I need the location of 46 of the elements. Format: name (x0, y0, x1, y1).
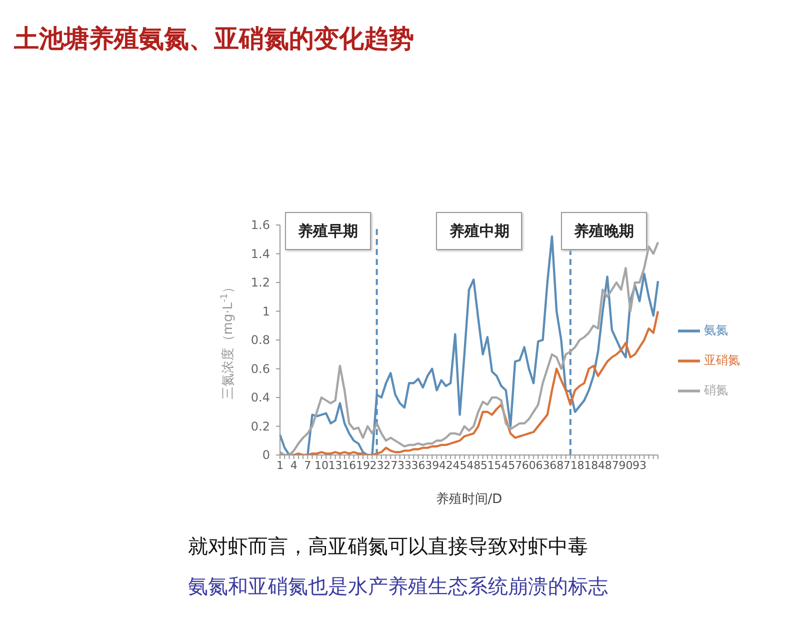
text: 氨氮和亚硝氮也是水产养殖生态系统崩溃的标志 (188, 573, 608, 600)
y-tick-label: 1.2 (250, 276, 270, 290)
y-tick-label: 0.8 (250, 333, 270, 347)
x-tick-label: 13 (328, 458, 342, 472)
x-tick-label: 39 (425, 458, 440, 472)
x-tick-label: 27 (384, 458, 398, 472)
x-tick-label: 54 (494, 458, 508, 472)
annotation: 养殖中期 (436, 212, 522, 250)
x-tick-label: 84 (591, 458, 606, 472)
x-tick-label: 60 (522, 458, 536, 472)
x-tick-label: 87 (604, 458, 619, 472)
text: 就对虾而言，高亚硝氮可以直接导致对虾中毒 (188, 533, 588, 560)
annotation: 养殖早期 (284, 212, 371, 250)
y-tick-label: 0.2 (250, 419, 270, 434)
y-tick-label: 1 (262, 304, 270, 318)
y-tick-label: 1.4 (250, 246, 270, 261)
y-tick-label: 0.6 (250, 362, 270, 376)
x-tick-label: 42 (438, 458, 453, 472)
legend-label: 亚硝氮 (704, 353, 740, 367)
x-tick-label: 93 (632, 458, 647, 472)
legend-label: 硝氮 (704, 383, 728, 397)
x-tick-label: 1 (276, 458, 284, 472)
x-tick-label: 68 (550, 458, 564, 472)
x-tick-label: 10 (314, 458, 328, 472)
x-tick-label: 7 (304, 458, 312, 472)
x-tick-label: 90 (618, 458, 633, 472)
x-tick-label: 71 (563, 458, 578, 472)
x-tick-label: 81 (577, 458, 592, 472)
x-tick-label: 57 (508, 458, 522, 472)
x-axis-title: 养殖时间/D (436, 491, 502, 507)
x-tick-label: 36 (411, 458, 426, 472)
x-tick-label: 33 (397, 458, 412, 472)
y-tick-label: 0.4 (250, 390, 270, 404)
x-tick-label: 23 (370, 458, 384, 472)
chart-title: 土池塘养殖氨氮、亚硝氮的变化趋势 (14, 23, 414, 55)
x-tick-label: 51 (480, 458, 494, 472)
x-tick-label: 45 (452, 458, 467, 472)
x-tick-label: 19 (356, 458, 370, 472)
x-tick-label: 63 (536, 458, 550, 472)
x-tick-label: 48 (466, 458, 481, 472)
x-tick-label: 16 (342, 458, 356, 472)
y-tick-label: 0 (262, 448, 270, 462)
y-tick-label: 1.6 (250, 218, 270, 232)
annotation: 养殖晚期 (561, 212, 648, 250)
x-tick-label: 4 (290, 458, 298, 472)
legend-label: 氨氮 (704, 323, 728, 337)
